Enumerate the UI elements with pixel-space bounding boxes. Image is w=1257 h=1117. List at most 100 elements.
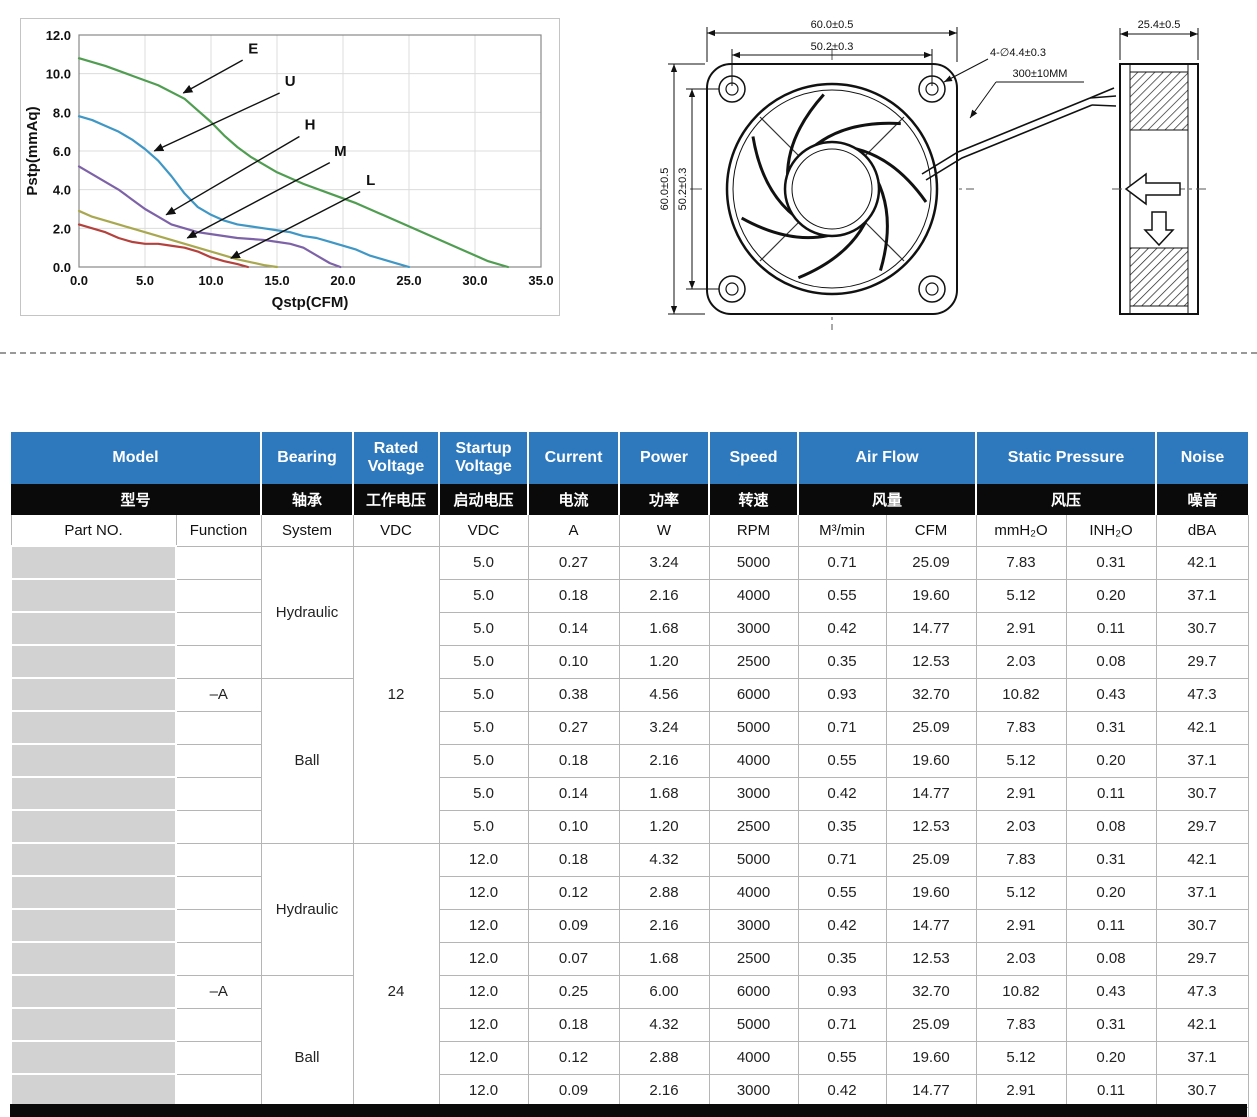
spec-value-cell: 0.38	[527, 677, 620, 712]
spec-value-cell: 0.20	[1065, 578, 1157, 613]
spec-value-cell: 37.1	[1155, 875, 1249, 910]
bearing-system-cell: Hydraulic	[260, 545, 354, 679]
fan-front-view	[690, 48, 1117, 330]
spec-value-cell: 2.88	[618, 875, 710, 910]
spec-value-cell: 2.03	[975, 941, 1067, 976]
spec-value-cell: 0.35	[797, 809, 887, 844]
spec-value-cell: 6.00	[618, 974, 710, 1009]
spec-value-cell: 6000	[708, 974, 799, 1009]
curve-label-H: H	[305, 117, 316, 134]
spec-value-cell: 3.24	[618, 545, 710, 580]
spec-value-cell: 19.60	[885, 875, 977, 910]
table-row: 5.0 0.10 1.20 2500 0.35 12.53 2.03 0.08 29.7	[10, 809, 1249, 844]
spec-value-cell: 25.09	[885, 1007, 977, 1042]
spec-value-cell: 30.7	[1155, 776, 1249, 811]
spec-value-cell: 0.08	[1065, 941, 1157, 976]
col-header-static-pressure: Static Pressure	[976, 432, 1158, 484]
unit-pressure-mmh2o: mmH₂O	[975, 515, 1067, 547]
x-tick-label: 35.0	[528, 273, 553, 288]
spec-value-cell: 5000	[708, 545, 799, 580]
y-tick-label: 2.0	[53, 221, 71, 236]
spec-value-cell: 7.83	[975, 545, 1067, 580]
venturi-ring	[725, 82, 939, 296]
fan-hub-ring	[791, 148, 873, 230]
curve-arrow-M	[186, 161, 331, 239]
spec-value-cell: 30.7	[1155, 1073, 1249, 1108]
spec-value-cell: 0.55	[797, 743, 887, 778]
spec-value-cell: 29.7	[1155, 644, 1249, 679]
table-row: 12.0 0.09 2.16 3000 0.42 14.77 2.91 0.11 30.7	[10, 1073, 1249, 1108]
spec-value-cell: 7.83	[975, 842, 1067, 877]
table-row: 5.0 0.14 1.68 3000 0.42 14.77 2.91 0.11 30.7	[10, 611, 1249, 646]
side-hatch-bottom	[1129, 247, 1189, 307]
dim-wire-label: 300±10MM	[1013, 68, 1068, 80]
spec-value-cell: 5.12	[975, 1040, 1067, 1075]
chart-axes: 0.0 5.0 10.0 15.0 20.0 25.0 30.0 35.0 0.0 2.0 4.0 6…	[24, 28, 554, 311]
col-header-bearing-cn: 轴承	[261, 484, 354, 515]
pq-chart-svg: 0.0 5.0 10.0 15.0 20.0 25.0 30.0 35.0 0.0 2.0 4.0 6…	[24, 28, 554, 311]
function-cell	[175, 875, 262, 910]
unit-airflow-m3min: M³/min	[797, 515, 887, 547]
spec-value-cell: 0.55	[797, 1040, 887, 1075]
spec-value-cell: 0.11	[1065, 776, 1157, 811]
spec-value-cell: 0.71	[797, 842, 887, 877]
spec-value-cell: 0.35	[797, 941, 887, 976]
spec-value-cell: 5.0	[438, 578, 529, 613]
spec-value-cell: 30.7	[1155, 611, 1249, 646]
col-header-noise: Noise	[1156, 432, 1249, 484]
function-cell	[175, 743, 262, 778]
bearing-system-cell: Hydraulic	[260, 842, 354, 976]
col-header-power-cn: 功率	[619, 484, 710, 515]
x-axis-title: Qstp(CFM)	[272, 294, 349, 311]
spec-value-cell: 5.12	[975, 875, 1067, 910]
table-units-row: Part NO. Function System VDC VDC A W RPM…	[10, 515, 1249, 547]
function-cell	[175, 1007, 262, 1042]
spec-value-cell: 42.1	[1155, 710, 1249, 745]
dim-inner-width-label: 50.2±0.3	[811, 41, 854, 53]
spec-value-cell: 1.20	[618, 644, 710, 679]
spec-value-cell: 2.91	[975, 611, 1067, 646]
rated-voltage-cell: 12	[352, 545, 440, 844]
spec-value-cell: 0.27	[527, 710, 620, 745]
y-tick-label: 8.0	[53, 105, 71, 120]
spec-value-cell: 3000	[708, 776, 799, 811]
spec-value-cell: 37.1	[1155, 743, 1249, 778]
dim-inner-height-label: 50.2±0.3	[677, 168, 689, 211]
rotation-direction-arrow-icon	[1143, 211, 1175, 247]
fan-technical-drawings: 60.0±0.5 50.2±0.3 60.0±0.5 50.2±0.3 4-∅4…	[659, 19, 1206, 330]
part-no-cell	[10, 941, 177, 976]
spec-value-cell: 4000	[708, 578, 799, 613]
col-header-rated-voltage: Rated Voltage	[353, 432, 440, 484]
airflow-direction-arrow-icon	[1124, 172, 1181, 206]
spec-value-cell: 0.11	[1065, 611, 1157, 646]
spec-value-cell: 3.24	[618, 710, 710, 745]
col-header-speed-cn: 转速	[709, 484, 799, 515]
spec-value-cell: 5.12	[975, 578, 1067, 613]
pq-performance-chart: 0.0 5.0 10.0 15.0 20.0 25.0 30.0 35.0 0.0 2.0 4.0 6…	[20, 18, 560, 316]
col-header-model-cn: 型号	[11, 484, 262, 515]
part-no-cell	[10, 875, 177, 910]
fan-side-view	[1112, 63, 1206, 315]
col-header-noise-cn: 噪音	[1156, 484, 1249, 515]
spec-value-cell: 2500	[708, 644, 799, 679]
dim-outer-width-label: 60.0±0.5	[811, 19, 854, 31]
spec-value-cell: 2500	[708, 941, 799, 976]
spec-value-cell: 0.42	[797, 1073, 887, 1108]
spec-value-cell: 19.60	[885, 743, 977, 778]
spec-value-cell: 0.42	[797, 611, 887, 646]
part-no-cell	[10, 908, 177, 943]
spec-value-cell: 0.25	[527, 974, 620, 1009]
spec-value-cell: 42.1	[1155, 1007, 1249, 1042]
spec-value-cell: 0.08	[1065, 809, 1157, 844]
spec-value-cell: 0.93	[797, 974, 887, 1009]
x-tick-label: 20.0	[330, 273, 355, 288]
function-cell	[175, 545, 262, 580]
spec-value-cell: 0.18	[527, 578, 620, 613]
spec-value-cell: 0.12	[527, 875, 620, 910]
spec-value-cell: 5.0	[438, 545, 529, 580]
spec-value-cell: 0.18	[527, 842, 620, 877]
unit-speed-rpm: RPM	[708, 515, 799, 547]
spec-value-cell: 47.3	[1155, 677, 1249, 712]
function-cell	[175, 941, 262, 976]
table-row: –A Ball 5.0 0.38 4.56 6000 0.93 32.70 10.82 0.43 4…	[10, 677, 1249, 844]
